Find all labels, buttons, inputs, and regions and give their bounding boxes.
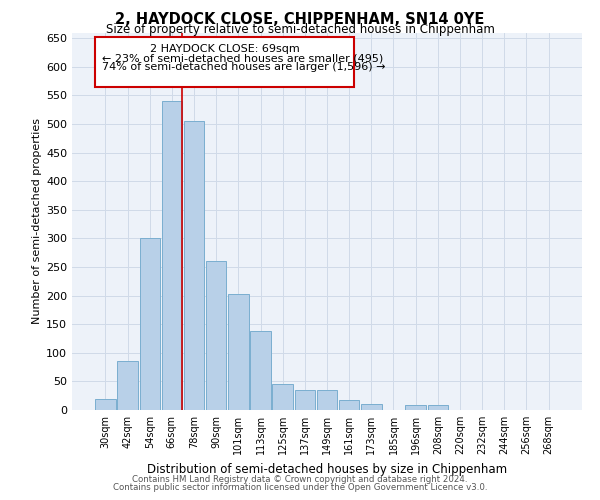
Bar — [161, 101, 182, 410]
Bar — [118, 362, 138, 410]
Y-axis label: Number of semi-detached properties: Number of semi-detached properties — [32, 118, 42, 324]
Bar — [184, 121, 204, 410]
Text: 2 HAYDOCK CLOSE: 69sqm: 2 HAYDOCK CLOSE: 69sqm — [149, 44, 299, 54]
Text: Contains public sector information licensed under the Open Government Licence v3: Contains public sector information licen… — [113, 483, 487, 492]
Bar — [95, 37, 353, 87]
Bar — [140, 238, 160, 410]
Text: 2, HAYDOCK CLOSE, CHIPPENHAM, SN14 0YE: 2, HAYDOCK CLOSE, CHIPPENHAM, SN14 0YE — [115, 12, 485, 28]
X-axis label: Distribution of semi-detached houses by size in Chippenham: Distribution of semi-detached houses by … — [147, 462, 507, 475]
Text: Contains HM Land Registry data © Crown copyright and database right 2024.: Contains HM Land Registry data © Crown c… — [132, 475, 468, 484]
Bar — [295, 390, 315, 410]
Bar — [339, 400, 359, 410]
Bar — [428, 406, 448, 410]
Text: 74% of semi-detached houses are larger (1,596) →: 74% of semi-detached houses are larger (… — [102, 62, 386, 72]
Bar — [228, 294, 248, 410]
Bar — [206, 262, 226, 410]
Bar — [95, 398, 116, 410]
Text: Size of property relative to semi-detached houses in Chippenham: Size of property relative to semi-detach… — [106, 24, 494, 36]
Bar — [406, 406, 426, 410]
Text: ← 23% of semi-detached houses are smaller (495): ← 23% of semi-detached houses are smalle… — [102, 53, 383, 63]
Bar — [272, 384, 293, 410]
Bar — [317, 390, 337, 410]
Bar — [250, 331, 271, 410]
Bar — [361, 404, 382, 410]
